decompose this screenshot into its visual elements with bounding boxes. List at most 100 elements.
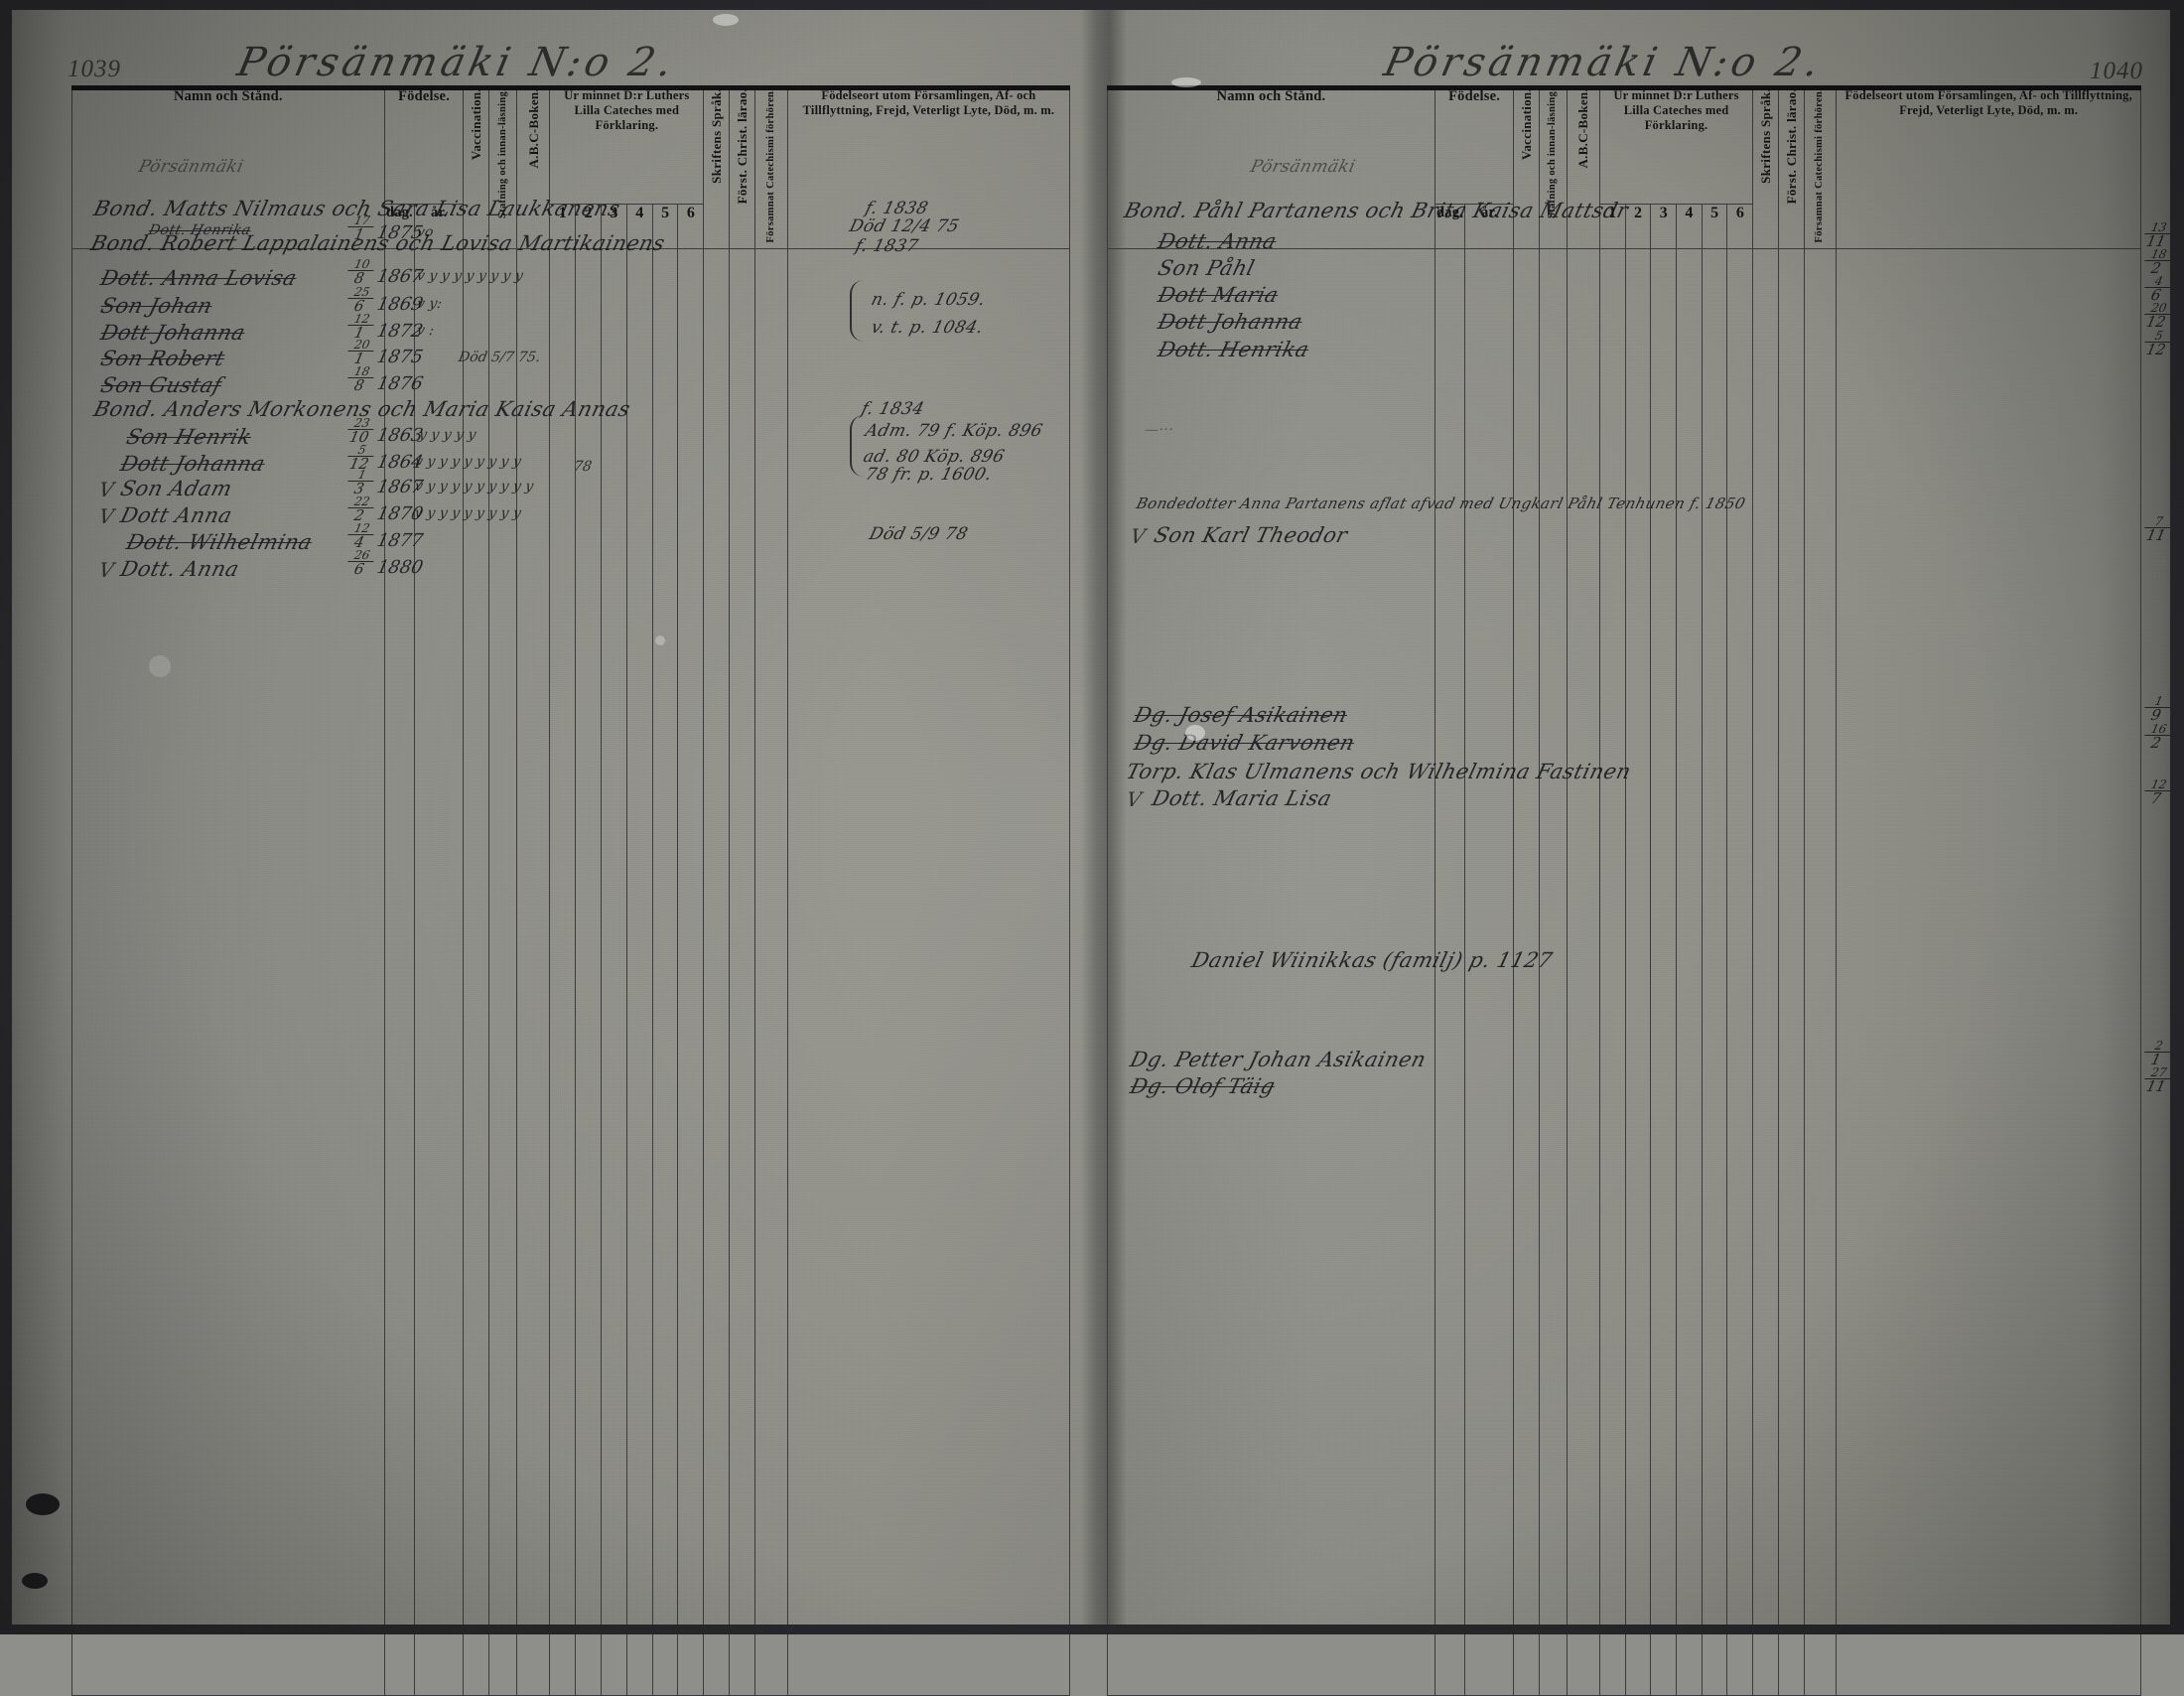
left-household-label: Pörsänmäki (136, 157, 246, 177)
right-row-name-0: Bond. Påhl Partanens och Brita Kaisa Mat… (1122, 199, 1631, 222)
table-row (71, 247, 1071, 1696)
col-header-reading: Stafning och innan-läsning. (488, 87, 518, 249)
header-row-1: Namn och Stånd. Födelse. Vaccination. St… (71, 87, 1071, 249)
right-row-name-7: Son Karl Theodor (1152, 523, 1350, 547)
left-birth-year-14: 1880 (374, 557, 426, 578)
left-birth-year-7: 1876 (374, 373, 426, 394)
col-header-scripture-language: Skriftens Språk. (703, 87, 731, 249)
left-marks-6: Död 5/7 75. (457, 350, 542, 365)
left-birth-year-6: 1875 (374, 347, 426, 367)
left-birth-year-13: 1877 (374, 530, 426, 551)
right-col-header-birth-year: år. (1464, 203, 1515, 249)
right-household-label: Pörsänmäki (1248, 157, 1358, 177)
right-col-header-cat-4: 4 (1676, 203, 1703, 249)
left-marks-5: v : (415, 323, 436, 339)
left-note-0: f. 1838 (863, 199, 931, 218)
left-row-name-5: Dott Johanna (98, 321, 248, 345)
col-header-birth-day: dag. (383, 203, 416, 249)
left-note-8: f. 1834 (859, 399, 927, 419)
right-col-header-first-christian: Först. Christ. lärao. (1777, 87, 1805, 249)
scan-speck-2 (655, 636, 665, 645)
scan-blemish-3 (1185, 725, 1205, 741)
left-row-name-3: Dott. Anna Lovisa (98, 266, 300, 290)
left-marks-misc: 78 (572, 459, 594, 475)
right-row-name-2: Son Påhl (1156, 256, 1258, 280)
film-edge-right (2170, 0, 2184, 1634)
left-marks-1: vo (415, 224, 435, 240)
left-row-name-4: Son Johan (98, 294, 215, 318)
right-col-header-cat-1: 1 (1598, 203, 1626, 249)
right-header-row-2: dag. år. 1 2 3 4 5 6 (1108, 203, 2141, 249)
right-row-name-1: Dott. Anna (1156, 229, 1280, 253)
film-edge-bottom (0, 1625, 2184, 1634)
col-header-vaccination: Vaccination. (463, 87, 490, 249)
right-row-name-14: Dg. Olof Täig (1128, 1074, 1278, 1098)
right-row-name-9: Dg. David Karvonen (1132, 731, 1358, 755)
left-row-name-6: Son Robert (98, 347, 228, 370)
right-col-header-missed-catechism: Församnat Catechismi förhören. (1803, 87, 1838, 249)
right-header-row-1: Namn och Stånd. Födelse. Vaccination. St… (1107, 87, 2141, 249)
right-row-name-6: Bondedotter Anna Partanens aflat afvad m… (1134, 495, 1748, 512)
right-birth-day-5: 5 12 (2140, 329, 2173, 358)
header-row-2: dag. år. 1 2 3 4 5 6 (72, 203, 1070, 249)
left-table-body (71, 247, 1071, 1696)
right-folio-number: 1040 (2090, 58, 2143, 84)
right-birth-day-7: 7 11 (2140, 514, 2173, 544)
right-col-header-abc: A.B.C-Boken. (1567, 87, 1600, 249)
right-row-name-8: Dg. Josef Asikainen (1132, 703, 1351, 727)
right-col-header-name: Namn och Stånd. (1107, 87, 1435, 249)
left-note-11: 78 fr. p. 1600. (863, 465, 995, 485)
scan-speck-1 (149, 655, 171, 677)
right-page-title: Pörsänmäki N:o 2. (1380, 40, 1828, 85)
right-row-name-12: Daniel Wiinikkas (familj) p. 1127 (1189, 948, 1556, 972)
right-row-name-13: Dg. Petter Johan Asikainen (1128, 1048, 1430, 1071)
left-row-name-11: Son Adam (118, 477, 235, 500)
col-header-name: Namn och Stånd. (71, 87, 385, 249)
right-col-header-cat-5: 5 (1701, 203, 1728, 249)
left-row-name-10: Dott Johanna (118, 452, 268, 476)
right-row-name-3: Dott Maria (1156, 283, 1282, 307)
right-birth-day-9: 16 2 (2140, 722, 2173, 752)
left-note-4: n. f. p. 1059. (869, 290, 988, 310)
left-note-2: f. 1837 (853, 236, 921, 256)
right-row-name-10: Torp. Klas Ulmanens och Wilhelmina Fasti… (1124, 760, 1634, 783)
left-marks-10: v y y y y y y y y (413, 454, 523, 470)
left-row-name-13: Dott. Wilhelmina (124, 530, 316, 554)
left-brace-family-2 (850, 415, 868, 477)
left-table-top-rule (71, 85, 1070, 90)
right-birth-day-1: 13 11 (2140, 220, 2173, 250)
right-table-top-rule (1107, 85, 2141, 90)
right-col-header-reading: Stafning och innan-läsning. (1539, 87, 1569, 249)
right-col-header-notes: Födelseort utom Församlingen, Af- och Ti… (1836, 87, 2141, 249)
film-edge-left (0, 0, 12, 1634)
right-col-header-cat-6: 6 (1726, 203, 1754, 249)
film-edge-top (0, 0, 2184, 10)
right-table-body (1107, 247, 2141, 1696)
right-birth-day-2: 18 2 (2140, 247, 2173, 277)
col-header-cat-1: 1 (549, 203, 577, 249)
col-header-first-christian: Först. Christ. lärao. (729, 87, 755, 249)
left-brace-family-1 (850, 280, 868, 342)
col-header-missed-catechism: Församnat Catechismi förhören. (753, 87, 788, 249)
left-note-10: ad. 80 Köp. 896 (861, 447, 1007, 467)
col-header-birth: Födelse. (383, 87, 465, 205)
left-note-1: Död 12/4 75 (847, 216, 962, 236)
left-row-name-12: Dott Anna (118, 503, 235, 527)
right-scribble-marker: —··· (1143, 422, 1175, 438)
right-col-header-cat-3: 3 (1650, 203, 1678, 249)
col-header-notes: Födelseort utom Församlingen, Af- och Ti… (786, 87, 1071, 249)
scan-blemish-2 (1171, 77, 1201, 87)
left-folio-number: 1039 (68, 56, 121, 82)
scan-blemish-1 (713, 14, 739, 26)
left-page: 1039 Pörsänmäki N:o 2. Namn och Stånd. F… (10, 0, 1082, 1696)
film-notch-2 (22, 1573, 48, 1589)
right-birth-day-11: 12 7 (2140, 777, 2173, 807)
left-row-name-14: Dott. Anna (118, 557, 242, 581)
col-header-cat-6: 6 (677, 203, 705, 249)
right-col-header-birth: Födelse. (1433, 87, 1515, 205)
right-register-table: Namn och Stånd. Födelse. Vaccination. St… (1107, 87, 2141, 1696)
left-register-table: Namn och Stånd. Födelse. Vaccination. St… (71, 87, 1071, 1696)
left-row-name-9: Son Henrik (124, 425, 254, 449)
